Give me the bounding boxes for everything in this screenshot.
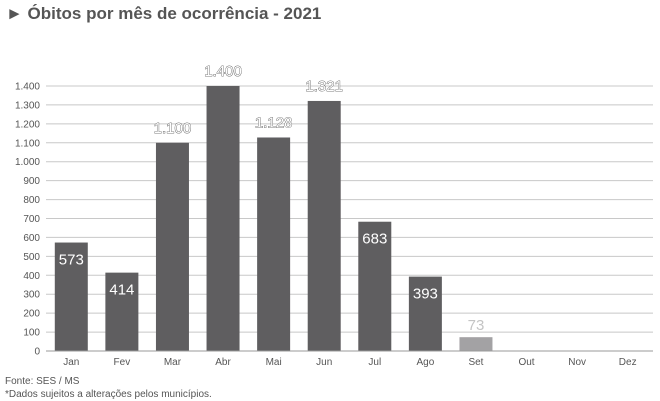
- y-tick-label: 300: [23, 290, 40, 301]
- x-tick-label: Jun: [316, 357, 332, 368]
- bar: [307, 100, 341, 351]
- bar: [257, 137, 291, 351]
- x-tick-label: Out: [518, 357, 534, 368]
- y-tick-label: 0: [34, 347, 40, 358]
- x-tick-label: Mai: [266, 357, 282, 368]
- y-tick-label: 1.400: [15, 82, 40, 93]
- data-label: 683: [362, 231, 387, 248]
- data-label: 393: [413, 286, 438, 303]
- y-tick-label: 200: [23, 309, 40, 320]
- bar: [54, 242, 88, 351]
- y-tick-label: 1.200: [15, 119, 40, 130]
- y-tick-label: 900: [23, 176, 40, 187]
- x-tick-label: Nov: [568, 357, 586, 368]
- y-axis: 0 100 200 300 400 500 600 700 800 900 1.000 1.100 1.…: [15, 82, 40, 358]
- data-label: 1.128: [255, 114, 293, 131]
- data-label: 73: [468, 317, 485, 334]
- y-tick-label: 1.100: [15, 138, 40, 149]
- data-label: 573: [59, 252, 84, 269]
- y-tick-label: 100: [23, 328, 40, 339]
- disclaimer-note: *Dados sujeitos a alterações pelos munic…: [5, 389, 212, 400]
- bar: [408, 276, 442, 351]
- y-tick-label: 800: [23, 195, 40, 206]
- x-tick-label: Ago: [416, 357, 434, 368]
- source-note: Fonte: SES / MS: [5, 376, 80, 387]
- bar-chart: 0 100 200 300 400 500 600 700 800 900 1.000 1.100 1.…: [15, 63, 653, 368]
- x-tick-label: Mar: [164, 357, 182, 368]
- bar: [358, 221, 392, 351]
- y-tick-label: 1.300: [15, 100, 40, 111]
- gridlines: [46, 85, 653, 352]
- x-tick-label: Abr: [215, 357, 231, 368]
- data-label: 1.100: [154, 120, 192, 137]
- bar: [155, 142, 189, 351]
- y-tick-label: 600: [23, 233, 40, 244]
- x-tick-label: Jan: [63, 357, 79, 368]
- data-label: 1.400: [204, 63, 242, 80]
- x-tick-label: Dez: [619, 357, 637, 368]
- data-labels: 573 414 1.100 1.400 1.128 1.321 683 393 73: [59, 63, 485, 335]
- bar: [459, 337, 493, 351]
- x-tick-label: Fev: [114, 357, 131, 368]
- y-tick-label: 400: [23, 271, 40, 282]
- bar: [206, 86, 240, 351]
- data-label: 414: [109, 282, 134, 299]
- bars: [54, 86, 493, 351]
- y-tick-label: 700: [23, 214, 40, 225]
- x-tick-label: Jul: [368, 357, 381, 368]
- y-tick-label: 500: [23, 252, 40, 263]
- x-axis: Jan Fev Mar Abr Mai Jun Jul Ago Set Out Nov Dez: [46, 350, 653, 368]
- y-tick-label: 1.000: [15, 157, 40, 168]
- bar: [105, 272, 139, 351]
- chart-title: ► Óbitos por mês de ocorrência - 2021: [6, 4, 322, 23]
- x-tick-label: Set: [468, 357, 483, 368]
- data-label: 1.321: [305, 78, 343, 95]
